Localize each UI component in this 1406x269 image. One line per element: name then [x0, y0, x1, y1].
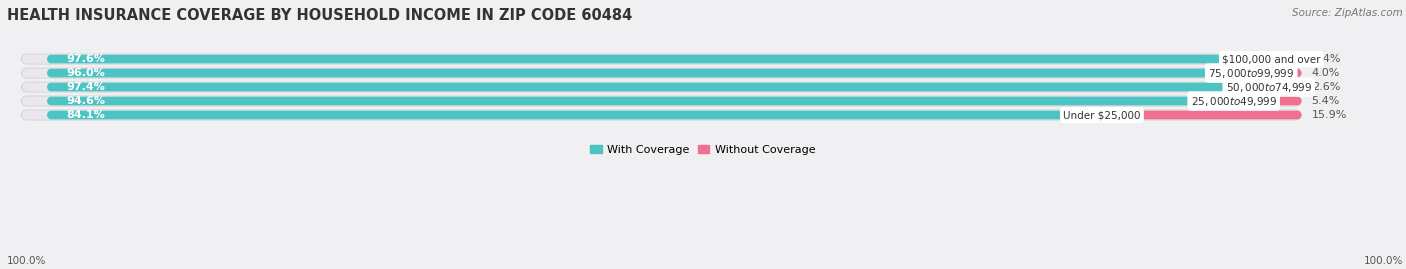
Text: 94.6%: 94.6%: [66, 96, 105, 106]
FancyBboxPatch shape: [46, 97, 1233, 105]
FancyBboxPatch shape: [46, 55, 1271, 63]
FancyBboxPatch shape: [46, 69, 1251, 77]
Text: 100.0%: 100.0%: [1364, 256, 1403, 266]
Text: 5.4%: 5.4%: [1312, 96, 1340, 106]
FancyBboxPatch shape: [46, 83, 1268, 91]
Text: 96.0%: 96.0%: [66, 68, 105, 78]
FancyBboxPatch shape: [1251, 69, 1302, 77]
Text: 84.1%: 84.1%: [66, 110, 105, 120]
Text: Source: ZipAtlas.com: Source: ZipAtlas.com: [1292, 8, 1403, 18]
Text: $25,000 to $49,999: $25,000 to $49,999: [1191, 94, 1277, 108]
Text: 15.9%: 15.9%: [1312, 110, 1347, 120]
Text: 4.0%: 4.0%: [1312, 68, 1340, 78]
Legend: With Coverage, Without Coverage: With Coverage, Without Coverage: [586, 140, 820, 159]
FancyBboxPatch shape: [46, 111, 1102, 119]
Text: 97.4%: 97.4%: [66, 82, 105, 92]
FancyBboxPatch shape: [21, 54, 1302, 64]
Text: Under $25,000: Under $25,000: [1063, 110, 1140, 120]
Text: 2.4%: 2.4%: [1312, 54, 1340, 64]
Text: $100,000 and over: $100,000 and over: [1222, 54, 1320, 64]
FancyBboxPatch shape: [21, 96, 1302, 106]
FancyBboxPatch shape: [1271, 55, 1302, 63]
FancyBboxPatch shape: [21, 82, 1302, 92]
Text: 2.6%: 2.6%: [1312, 82, 1340, 92]
Text: 100.0%: 100.0%: [7, 256, 46, 266]
Text: $50,000 to $74,999: $50,000 to $74,999: [1226, 80, 1312, 94]
FancyBboxPatch shape: [21, 110, 1302, 120]
Text: 97.6%: 97.6%: [66, 54, 105, 64]
Text: $75,000 to $99,999: $75,000 to $99,999: [1208, 66, 1295, 80]
FancyBboxPatch shape: [1102, 111, 1302, 119]
FancyBboxPatch shape: [1268, 83, 1302, 91]
FancyBboxPatch shape: [1233, 97, 1302, 105]
Text: HEALTH INSURANCE COVERAGE BY HOUSEHOLD INCOME IN ZIP CODE 60484: HEALTH INSURANCE COVERAGE BY HOUSEHOLD I…: [7, 8, 633, 23]
FancyBboxPatch shape: [21, 68, 1302, 78]
